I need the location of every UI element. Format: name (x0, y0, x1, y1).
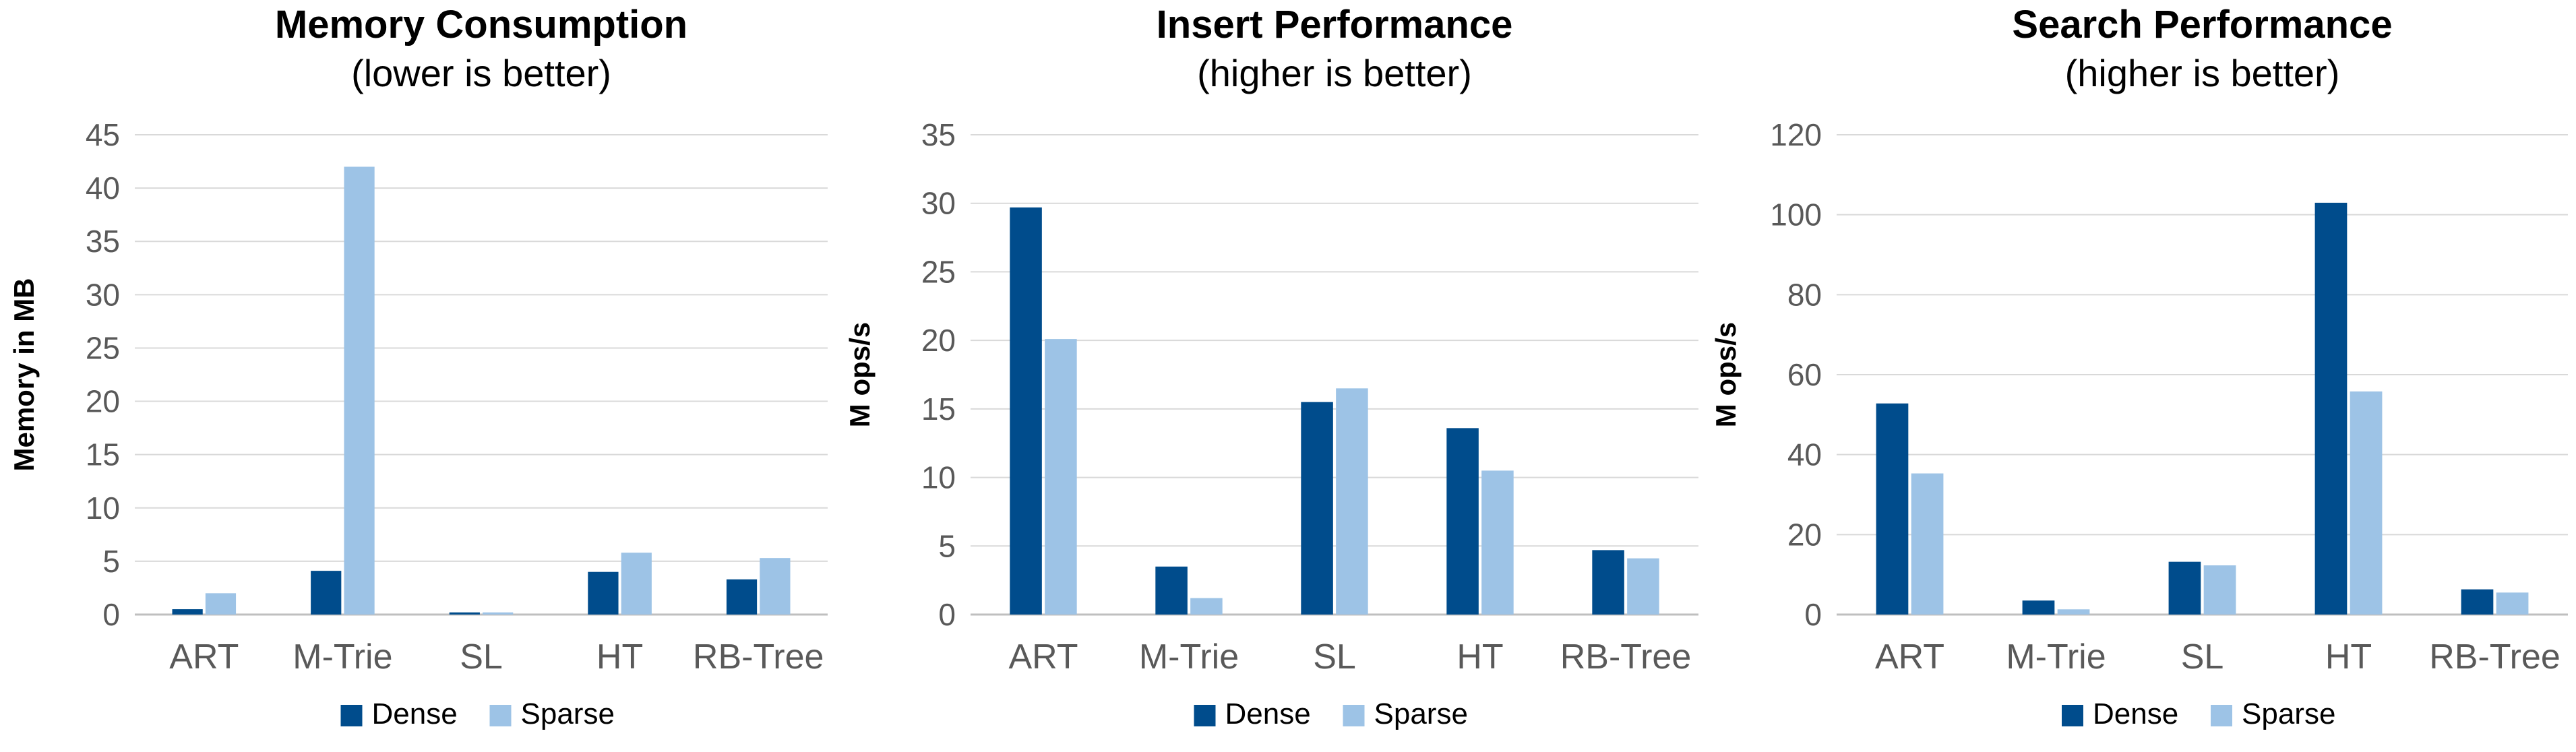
y-tick-label: 5 (938, 528, 956, 563)
x-tick-label: M-Trie (2006, 637, 2106, 677)
y-tick-label: 40 (1787, 437, 1822, 472)
x-tick-label: ART (169, 637, 239, 677)
bar-sparse (2496, 592, 2529, 615)
bar-sparse (1336, 388, 1368, 615)
chart-title: Insert Performance (1157, 3, 1513, 46)
chart-title: Memory Consumption (275, 3, 687, 46)
x-tick-label: RB-Tree (1560, 637, 1692, 677)
legend-label: Dense (2093, 697, 2178, 730)
x-tick-label: M-Trie (1139, 637, 1239, 677)
y-tick-label: 35 (86, 224, 120, 259)
x-tick-label: RB-Tree (2429, 637, 2560, 677)
legend-swatch-dense (1194, 705, 1216, 726)
y-tick-label: 20 (86, 384, 120, 419)
x-tick-label: SL (460, 637, 503, 677)
x-tick-label: SL (2181, 637, 2224, 677)
legend-label: Dense (1225, 697, 1311, 730)
y-tick-label: 40 (86, 170, 120, 206)
chart-title: Search Performance (2012, 3, 2392, 46)
chart-1: Memory Consumption (lower is better) 0 5 10 1… (8, 3, 828, 730)
y-axis-label: Memory in MB (8, 278, 40, 471)
bar-sparse (2350, 391, 2383, 615)
bar-sparse (1911, 473, 1944, 615)
y-tick-label: 0 (938, 597, 956, 632)
bar-sparse (1190, 598, 1223, 615)
bar-sparse (1481, 470, 1514, 615)
legend-label: Sparse (521, 697, 615, 730)
y-tick-label: 100 (1770, 197, 1822, 232)
x-tick-label: HT (2325, 637, 2372, 677)
y-tick-label: 15 (921, 391, 956, 427)
y-axis-label: M ops/s (844, 322, 876, 427)
y-tick-label: 45 (86, 117, 120, 152)
bar-dense (1592, 550, 1624, 615)
y-tick-label: 20 (921, 323, 956, 358)
y-tick-label: 0 (102, 597, 120, 632)
bar-dense (1876, 403, 1909, 615)
y-tick-label: 25 (921, 254, 956, 289)
y-tick-label: 20 (1787, 517, 1822, 552)
bar-sparse (2203, 565, 2236, 615)
bar-dense (449, 612, 480, 615)
y-tick-label: 0 (1804, 597, 1822, 632)
x-tick-label: ART (1875, 637, 1944, 677)
bar-sparse (1627, 558, 1659, 615)
chart-subtitle: (higher is better) (2065, 52, 2340, 94)
chart-subtitle: (higher is better) (1197, 52, 1472, 94)
legend-swatch-dense (340, 705, 363, 726)
legend-label: Sparse (2242, 697, 2335, 730)
y-tick-label: 5 (102, 544, 120, 579)
y-tick-label: 30 (86, 277, 120, 312)
legend-swatch-sparse (489, 705, 512, 726)
y-tick-label: 80 (1787, 277, 1822, 312)
bar-sparse (483, 612, 514, 615)
bar-sparse (760, 558, 791, 615)
legend-label: Dense (372, 697, 458, 730)
x-tick-label: HT (1456, 637, 1503, 677)
bar-sparse (2057, 609, 2090, 615)
y-tick-label: 25 (86, 330, 120, 365)
bar-dense (726, 579, 758, 615)
bar-sparse (1045, 339, 1077, 615)
x-tick-label: HT (596, 637, 643, 677)
bar-dense (1446, 428, 1479, 615)
y-tick-label: 120 (1770, 117, 1822, 152)
y-tick-label: 35 (921, 117, 956, 152)
bar-dense (2314, 202, 2348, 615)
legend-swatch-sparse (1343, 705, 1365, 726)
bar-sparse (344, 166, 375, 615)
bar-dense (1301, 402, 1333, 615)
x-tick-label: M-Trie (293, 637, 392, 677)
chart-2: Insert Performance (higher is better) 0 5 10… (844, 3, 1698, 730)
chart-3: Search Performance (higher is better) 0 20 4… (1710, 3, 2568, 730)
y-tick-label: 30 (921, 186, 956, 221)
y-tick-label: 15 (86, 437, 120, 472)
bar-dense (172, 609, 203, 615)
bar-dense (2168, 561, 2201, 615)
legend-swatch-dense (2062, 705, 2083, 726)
y-tick-label: 10 (921, 460, 956, 495)
x-tick-label: SL (1313, 637, 1356, 677)
y-tick-label: 10 (86, 491, 120, 526)
bar-dense (311, 571, 342, 615)
y-tick-label: 60 (1787, 357, 1822, 392)
y-axis-label: M ops/s (1710, 322, 1742, 427)
legend-swatch-sparse (2211, 705, 2232, 726)
chart-subtitle: (lower is better) (351, 52, 611, 94)
legend-label: Sparse (1374, 697, 1468, 730)
bar-dense (1010, 207, 1042, 615)
bar-sparse (621, 553, 652, 615)
x-tick-label: ART (1008, 637, 1078, 677)
bar-dense (1155, 566, 1188, 615)
x-tick-label: RB-Tree (693, 637, 824, 677)
bar-sparse (205, 593, 237, 615)
bar-dense (2461, 589, 2494, 615)
bar-dense (588, 571, 619, 615)
bar-dense (2022, 600, 2055, 615)
